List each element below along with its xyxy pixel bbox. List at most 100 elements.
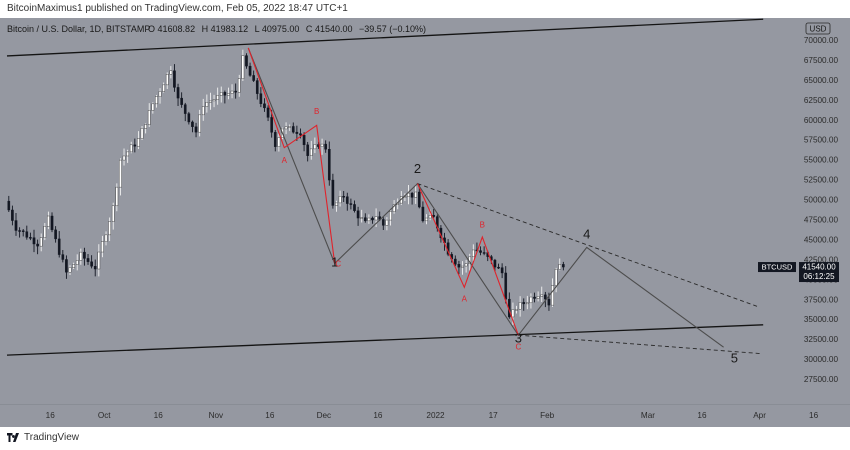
candle-body [504, 272, 508, 300]
candle-body [425, 217, 428, 222]
candle [522, 298, 526, 311]
candle [482, 246, 486, 256]
candle-body [324, 143, 327, 150]
y-tick-label: 65000.00 [804, 76, 839, 85]
candle-body [47, 215, 50, 227]
candle [129, 141, 133, 154]
candle-body [169, 70, 173, 75]
x-tick-label: 16 [809, 411, 819, 420]
y-tick-label: 45000.00 [804, 235, 839, 244]
price-tag: BTCUSD 41540.00 06:12:25 [758, 262, 839, 283]
last-price: 41540.00 [802, 263, 836, 272]
wave-label: 2 [414, 161, 421, 176]
candle [371, 216, 374, 224]
candle [25, 225, 29, 240]
candle-body [61, 254, 65, 260]
candle-body [338, 196, 342, 204]
candle-body [198, 114, 201, 133]
high-label: H [202, 24, 209, 34]
candle-body [299, 133, 302, 136]
candle-body [482, 252, 486, 254]
candle [349, 198, 353, 210]
candle [410, 191, 414, 205]
candle [270, 109, 273, 138]
y-tick-label: 70000.00 [804, 36, 839, 45]
candle-body [259, 93, 263, 104]
x-tick-label: Mar [641, 411, 655, 420]
candle-body [119, 159, 122, 188]
candle-body [421, 206, 425, 222]
candle-body [180, 97, 183, 105]
candle [93, 259, 97, 277]
y-tick-label: 50000.00 [804, 196, 839, 205]
candle [320, 138, 324, 155]
candle [147, 103, 151, 128]
candle [61, 250, 65, 263]
candle [165, 72, 169, 89]
candle [133, 138, 137, 153]
wave-path [247, 47, 760, 354]
candle [219, 86, 223, 103]
candle [335, 200, 338, 212]
candle [162, 82, 165, 93]
candle [11, 205, 14, 226]
candle-body [234, 90, 237, 93]
candle [14, 213, 18, 236]
open-label: O [148, 24, 155, 34]
candle [338, 190, 342, 207]
candle [18, 227, 21, 238]
legend: Bitcoin / U.S. Dollar, 1D, BITSTAMP O 41… [7, 24, 426, 34]
candle-body [529, 296, 533, 304]
price-chart[interactable]: 1 2 3 4 5 A B C A B C 70000.00 67500.00 65000.00 6250… [0, 18, 850, 427]
candle-body [194, 126, 198, 133]
candle [381, 217, 385, 231]
high-value: 41983.12 [211, 24, 249, 34]
candle-body [515, 308, 518, 311]
candle [173, 64, 176, 92]
x-tick-label: 2022 [426, 411, 445, 420]
candle-body [50, 215, 54, 231]
candle [540, 286, 544, 303]
candle-body [349, 203, 353, 205]
y-tick-label: 62500.00 [804, 96, 839, 105]
x-axis: 16 Oct 16 Nov 16 Dec 16 2022 17 Feb Mar 16 Apr 16 [0, 404, 850, 420]
candle [284, 122, 288, 135]
candle [79, 248, 83, 265]
candle [327, 141, 331, 186]
candle-body [83, 251, 86, 259]
candle [414, 184, 418, 204]
y-tick-label: 67500.00 [804, 56, 839, 65]
candle-body [302, 134, 306, 146]
y-tick-label: 37500.00 [804, 295, 839, 304]
wedge-dashed-line [518, 334, 760, 354]
wave-label: A [282, 156, 288, 165]
candle-body [223, 92, 227, 96]
candle-body [129, 144, 133, 153]
y-tick-label: 27500.00 [804, 375, 839, 384]
y-axis: 70000.00 67500.00 65000.00 62500.00 60000.00… [804, 36, 839, 384]
currency-badge[interactable]: USD [805, 22, 831, 35]
candle-body [158, 91, 162, 97]
candle-body [126, 151, 129, 157]
x-tick-label: Apr [753, 411, 766, 420]
wave-label: 4 [583, 227, 590, 242]
candle-body [479, 250, 482, 253]
candle-body [356, 210, 360, 219]
candle [155, 95, 158, 108]
candle-body [547, 298, 551, 306]
candle [472, 244, 475, 262]
candle [223, 90, 227, 104]
candle [140, 125, 144, 141]
candle-body [14, 220, 18, 231]
candle [313, 137, 317, 154]
close-value: 41540.00 [315, 24, 353, 34]
chart-canvas[interactable]: 1 2 3 4 5 A B C A B C 70000.00 67500.00 65000.00 6250… [0, 18, 850, 427]
candle-body [21, 230, 25, 232]
candle [151, 102, 155, 114]
candle [363, 213, 367, 223]
candle [75, 254, 79, 271]
candle [176, 83, 180, 106]
candle-body [104, 234, 108, 242]
candle [72, 262, 75, 269]
tradingview-logo-icon [7, 433, 19, 442]
